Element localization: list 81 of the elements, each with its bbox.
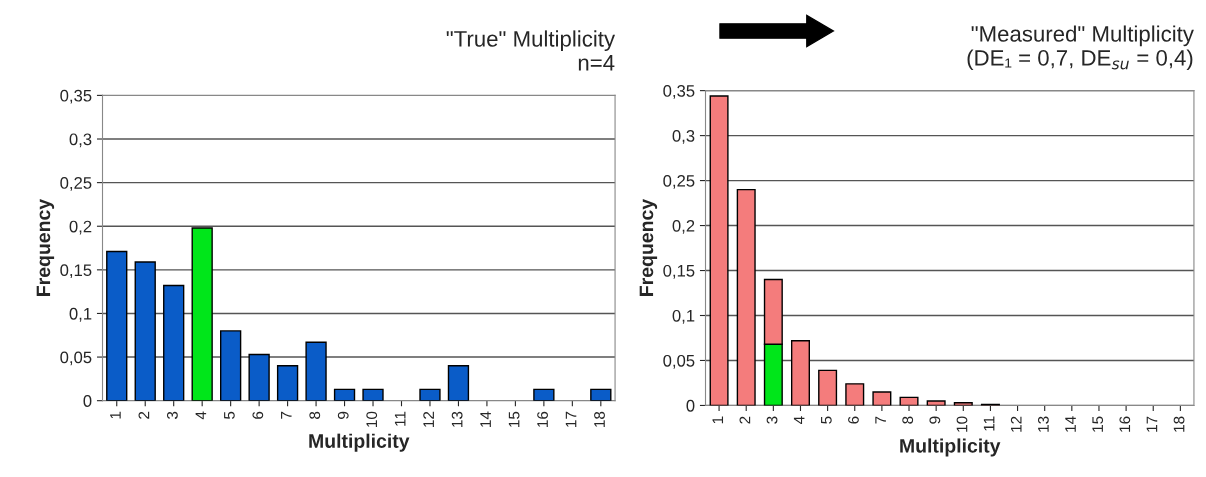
y-tick-label: 0,25 (663, 174, 695, 189)
y-tick-label: 0 (83, 395, 92, 407)
x-tick-label: 12 (1010, 416, 1022, 432)
x-tick-label: 2 (138, 411, 150, 419)
bar (419, 388, 441, 401)
x-tick-label: 8 (902, 416, 914, 424)
x-tick-label: 10 (956, 416, 968, 432)
y-tick-label: 0,05 (60, 351, 92, 366)
bar (276, 365, 299, 401)
x-tick-label: 12 (423, 411, 434, 427)
bar (163, 284, 185, 401)
x-tick-label: 8 (309, 411, 321, 419)
x-tick-label: 17 (1146, 416, 1158, 432)
x-tick-label: 6 (252, 411, 264, 419)
y-tick-label: 0,35 (663, 85, 695, 99)
bar (106, 250, 128, 401)
x-tick-label: 2 (739, 416, 751, 424)
y-axis-title: Frequency (639, 198, 658, 296)
x-tick-label: 13 (451, 411, 463, 427)
chart-title: "Measured" Multiplicity (DE₁ = 0,7, DE$_{su}$ = 0,4) (967, 25, 1194, 71)
y-tick-label: 0,2 (69, 220, 92, 235)
x-tick-label: 11 (394, 411, 406, 426)
bar (447, 365, 470, 401)
y-axis-title: Frequency (36, 198, 55, 296)
y-tick-label: 0,3 (69, 133, 92, 148)
bar (134, 261, 156, 401)
x-tick-label: 10 (366, 411, 378, 427)
chart-title: "True" Multiplicity n=4 (446, 30, 616, 71)
x-tick-label: 14 (480, 411, 491, 427)
bar (533, 388, 555, 401)
y-tick-label: 0,3 (672, 130, 695, 144)
x-tick-label: 1 (712, 416, 724, 424)
x-tick-label: 16 (1119, 416, 1131, 432)
x-tick-label: 3 (766, 416, 778, 424)
x-tick-label: 14 (1065, 416, 1076, 432)
y-tick-label: 0,35 (60, 89, 92, 104)
bar (790, 339, 810, 406)
bar (362, 388, 384, 401)
x-tick-label: 18 (594, 411, 605, 427)
x-tick-label: 5 (821, 416, 832, 424)
x-tick-label: 6 (848, 416, 859, 424)
x-tick-label: 13 (1037, 416, 1049, 432)
x-tick-label: 16 (537, 411, 548, 427)
x-tick-label: 18 (1173, 416, 1185, 432)
x-tick-label: 1 (110, 411, 121, 419)
bar (899, 396, 919, 406)
x-tick-label: 7 (875, 416, 886, 424)
x-tick-label: 15 (508, 411, 520, 427)
x-tick-label: 11 (983, 416, 995, 431)
x-tick-label: 17 (565, 411, 577, 427)
x-tick-label: 3 (166, 411, 178, 420)
y-tick-label: 0 (686, 399, 695, 412)
bar (248, 353, 270, 401)
bar (590, 388, 612, 401)
y-tick-label: 0,05 (663, 354, 695, 369)
x-tick-label: 5 (224, 411, 235, 419)
bar (736, 188, 756, 406)
y-tick-label: 0,1 (672, 309, 695, 324)
bar (926, 400, 946, 406)
bar (845, 383, 865, 406)
x-tick-label: 7 (281, 411, 292, 419)
x-tick-label: 9 (337, 411, 349, 419)
y-tick-label: 0,1 (69, 307, 92, 322)
x-tick-label: 15 (1092, 416, 1104, 432)
x-tick-label: 4 (793, 416, 805, 425)
y-tick-label: 0,2 (672, 219, 695, 234)
bar (219, 330, 242, 401)
x-axis-title: Multiplicity (900, 438, 1001, 457)
y-tick-label: 0,15 (60, 264, 92, 279)
x-tick-label: 4 (195, 411, 207, 420)
bar (191, 227, 213, 401)
x-tick-label: 9 (929, 416, 941, 424)
bar (333, 388, 356, 401)
y-tick-label: 0,25 (60, 177, 92, 191)
bar (305, 341, 327, 401)
bar (953, 402, 973, 406)
bar (818, 369, 838, 406)
y-tick-label: 0,15 (663, 264, 695, 279)
x-axis-title: Multiplicity (309, 433, 410, 452)
bar (872, 391, 892, 406)
bar (709, 95, 729, 406)
